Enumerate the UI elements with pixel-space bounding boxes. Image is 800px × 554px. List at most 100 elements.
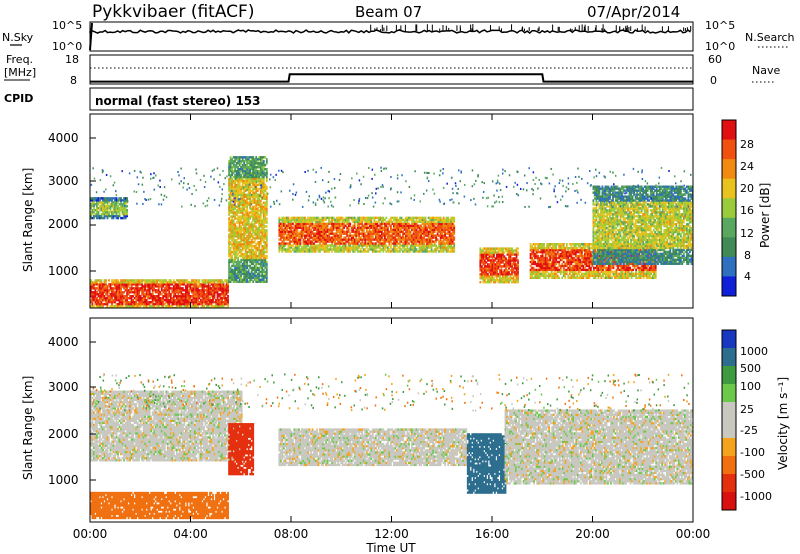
power-cell [353, 234, 356, 237]
power-cell [247, 169, 250, 173]
power-cell [350, 228, 353, 231]
power-cell [243, 201, 246, 204]
power-cell [151, 279, 154, 282]
power-cell [123, 283, 125, 286]
power-cell [115, 283, 118, 286]
power-cell [103, 201, 106, 204]
power-cell [115, 199, 118, 202]
power-cell [126, 302, 128, 306]
power-cell [252, 167, 255, 171]
power-cell [256, 254, 259, 258]
power-cell [494, 271, 497, 274]
power-cell [129, 291, 131, 294]
power-cell [252, 195, 255, 199]
power-cell [228, 201, 230, 204]
power-cell [493, 279, 495, 282]
power-cell [102, 306, 104, 308]
power-cell [288, 222, 291, 226]
power-cell [403, 246, 406, 249]
power-cell [210, 304, 213, 308]
power-cell [361, 238, 364, 241]
power-cell [132, 281, 135, 284]
power-cell [238, 185, 241, 189]
power-cell [243, 193, 246, 197]
power-cell [448, 222, 451, 226]
power-cell [91, 203, 94, 206]
power-cell [448, 246, 451, 249]
power-cell [250, 246, 253, 250]
power-cell [99, 297, 101, 300]
power-cell [284, 216, 287, 220]
power-cell [262, 239, 265, 242]
power-cell [207, 293, 210, 296]
power-cell [420, 220, 422, 224]
power-cell [262, 221, 265, 224]
power-cell [237, 235, 240, 238]
power-cell [278, 248, 281, 251]
power-cell [262, 171, 265, 175]
power-cell [234, 223, 237, 226]
power-cell [106, 295, 109, 298]
power-cell [150, 304, 153, 308]
date-title: 07/Apr/2014 [587, 3, 680, 21]
power-cell [262, 246, 265, 250]
power-cell [216, 302, 219, 306]
power-cell [421, 240, 424, 243]
power-cell [316, 222, 318, 226]
power-cell [329, 244, 332, 247]
power-cell [264, 270, 267, 274]
power-cell [244, 243, 247, 246]
power-cell [427, 240, 430, 243]
power-cell [241, 158, 244, 161]
power-cell [240, 219, 243, 222]
power-cell [99, 209, 101, 212]
power-cell [255, 244, 258, 248]
power-cell [389, 218, 392, 222]
power-cell [396, 234, 398, 237]
power-cell [288, 244, 291, 247]
power-cell [246, 215, 249, 218]
power-cell [232, 258, 235, 262]
power-cell [418, 230, 421, 233]
power-cell [400, 218, 403, 222]
power-cell [436, 218, 439, 222]
power-cell [402, 244, 404, 247]
power-cell [305, 242, 308, 245]
power-cell [448, 240, 451, 243]
power-cell [264, 183, 267, 187]
power-cell [132, 300, 135, 304]
power-cell [106, 209, 109, 212]
power-cell [93, 283, 95, 286]
power-cell [285, 230, 288, 233]
power-cell [262, 197, 265, 200]
power-cell [292, 236, 294, 239]
power-cell [162, 298, 165, 302]
power-cell [259, 199, 262, 202]
power-cell [288, 238, 291, 241]
power-cell [227, 287, 229, 290]
power-cell [323, 234, 326, 237]
power-cell [241, 156, 244, 159]
power-cell [186, 289, 189, 292]
power-cell [246, 164, 249, 167]
power-cell [255, 177, 258, 181]
power-cell [229, 233, 232, 236]
power-cell [114, 297, 116, 300]
power-cell [209, 293, 211, 296]
power-cell [368, 236, 371, 239]
power-cell [247, 185, 250, 189]
power-cell [320, 238, 323, 241]
power-cell [299, 220, 302, 224]
power-cell [326, 240, 329, 243]
power-cell [253, 264, 256, 268]
power-cell [494, 280, 497, 284]
power-cell [123, 306, 125, 308]
power-cell [447, 232, 450, 235]
power-cell [264, 235, 267, 238]
power-cell [288, 224, 291, 227]
power-cell [311, 224, 314, 227]
power-cell [194, 287, 196, 290]
power-cell [235, 169, 238, 173]
power-cell [102, 201, 104, 204]
power-cell [157, 300, 160, 304]
